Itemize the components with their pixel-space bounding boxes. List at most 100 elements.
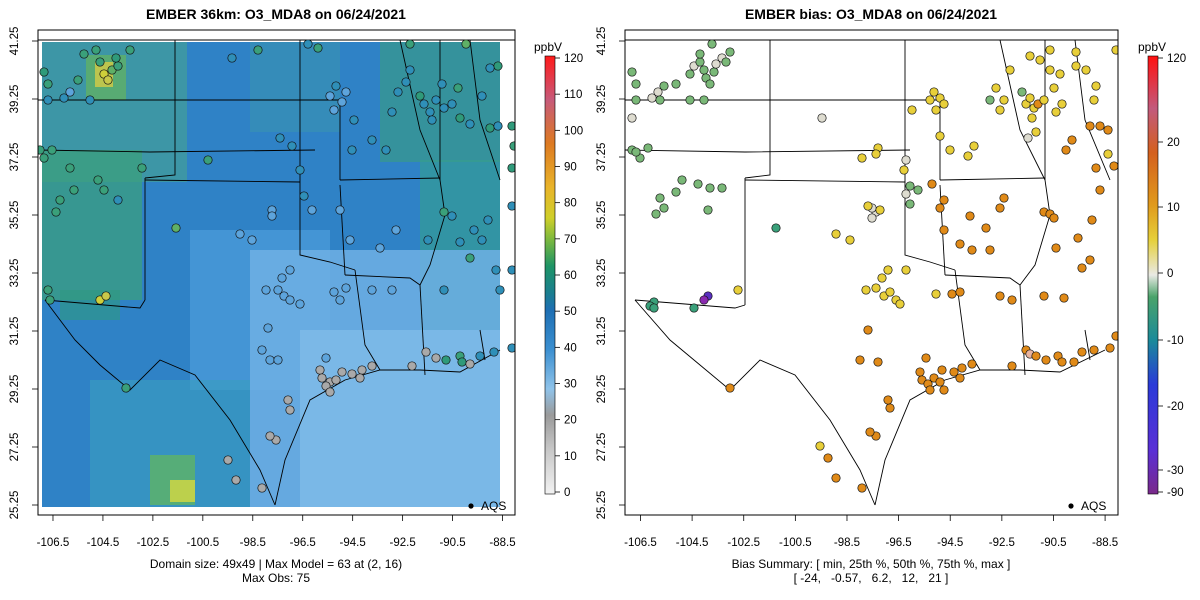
x-tick-label: -92.5 (989, 537, 1015, 549)
bias-site (831, 473, 841, 483)
obs-site (51, 207, 61, 217)
colorbar-unit: ppbV (534, 40, 562, 54)
y-tick-label: 33.25 (596, 259, 608, 288)
bias-site (1059, 293, 1069, 303)
right-panel: EMBER bias: O3_MDA8 on 06/24/2021 (596, 6, 1186, 585)
legend-marker (1068, 503, 1074, 509)
legend-label: AQS (481, 499, 506, 513)
obs-site (439, 103, 449, 113)
x-tick-label: -106.5 (37, 537, 70, 549)
obs-site (485, 123, 495, 133)
bias-site (935, 203, 945, 213)
colorbar-tick-label: 40 (564, 342, 577, 354)
obs-site (509, 141, 515, 151)
obs-site (347, 145, 357, 155)
bias-site (1085, 255, 1095, 265)
y-tick-label: 35.25 (9, 201, 21, 230)
obs-site (315, 365, 325, 375)
obs-site (329, 287, 339, 297)
obs-site (329, 105, 339, 115)
obs-site (325, 91, 335, 101)
bias-site (817, 113, 827, 123)
x-tick-label: -106.5 (624, 537, 657, 549)
colorbar (544, 55, 556, 495)
obs-site (231, 475, 241, 485)
bias-site (885, 287, 895, 297)
bias-site (905, 181, 915, 191)
obs-site (59, 93, 69, 103)
bias-site (643, 143, 653, 153)
obs-site (477, 235, 487, 245)
obs-site (331, 81, 341, 91)
model-field (42, 42, 500, 507)
bias-site (969, 141, 979, 151)
obs-site (43, 95, 53, 105)
obs-site (303, 39, 313, 49)
bias-site (955, 373, 965, 383)
x-tick-label: -94.5 (340, 537, 366, 549)
bias-site (863, 325, 873, 335)
bias-site (1045, 65, 1055, 75)
obs-site (475, 351, 485, 361)
bias-site (705, 183, 715, 193)
obs-site (357, 365, 367, 375)
bias-site (1057, 99, 1067, 109)
bias-site (915, 367, 925, 377)
obs-site (275, 133, 285, 143)
obs-site (447, 211, 457, 221)
bias-site (1091, 81, 1101, 91)
x-tick-label: -100.5 (187, 537, 220, 549)
left-caption-1: Domain size: 49x49 | Max Model = 63 at (… (150, 557, 402, 571)
obs-site (313, 43, 323, 53)
bias-site (649, 303, 659, 313)
bias-site (1081, 65, 1091, 75)
obs-site (507, 201, 515, 211)
colorbar-tick-label: 110 (564, 89, 582, 101)
bias-site (685, 95, 695, 105)
x-tick-label: -98.5 (834, 537, 860, 549)
left-caption-2: Max Obs: 75 (242, 571, 310, 585)
obs-site (69, 185, 79, 195)
bias-site (913, 185, 923, 195)
x-tick-label: -96.5 (885, 537, 911, 549)
bias-site (867, 213, 877, 223)
obs-site (457, 357, 467, 367)
obs-site (341, 283, 351, 293)
obs-site (65, 163, 75, 173)
obs-site (453, 83, 463, 93)
obs-site (95, 57, 105, 67)
x-tick-label: -98.5 (240, 537, 266, 549)
bias-site (1071, 61, 1081, 71)
bias-site (857, 153, 867, 163)
obs-site (421, 347, 431, 357)
obs-site (489, 347, 499, 357)
bias-site (725, 47, 735, 57)
y-tick-label: 35.25 (596, 201, 608, 230)
obs-site (317, 373, 327, 383)
obs-site (437, 79, 447, 89)
y-tick-label: 29.25 (9, 375, 21, 404)
bias-site (1103, 125, 1113, 135)
bias-site (815, 441, 825, 451)
bias-site (1095, 121, 1105, 131)
bias-site (931, 105, 941, 115)
bias-site (671, 79, 681, 89)
bias-site (863, 201, 873, 211)
obs-site (401, 77, 411, 87)
obs-site (203, 155, 213, 165)
bias-site (935, 377, 945, 387)
bias-site (1067, 135, 1077, 145)
y-axis: 25.25 27.25 29.25 31.25 33.25 35.25 37.25 39.25… (9, 27, 38, 519)
x-tick-label: -90.5 (439, 537, 465, 549)
colorbar-tick-label: -90 (1167, 487, 1184, 499)
bias-points (627, 39, 1118, 493)
obs-site (125, 45, 135, 55)
bias-site (875, 205, 885, 215)
bias-site (1077, 347, 1087, 357)
obs-site (393, 87, 403, 97)
obs-site (455, 113, 465, 123)
colorbar-tick-label: 120 (1167, 53, 1186, 65)
obs-site (39, 153, 49, 163)
bias-site (677, 175, 687, 185)
bias-site (949, 367, 959, 377)
